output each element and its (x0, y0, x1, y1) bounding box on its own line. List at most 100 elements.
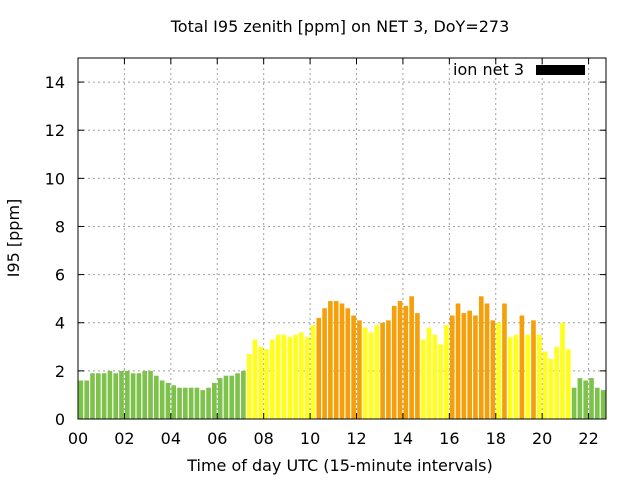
y-tick-label: 6 (55, 266, 65, 285)
y-tick-label: 2 (55, 362, 65, 381)
y-tick-label: 0 (55, 410, 65, 429)
bar (473, 315, 478, 419)
bar (478, 296, 484, 419)
bar (270, 339, 275, 419)
x-tick-label: 06 (207, 429, 227, 448)
bar (444, 325, 449, 419)
x-tick-label: 14 (393, 429, 413, 448)
bar (223, 375, 229, 419)
bar (565, 349, 571, 419)
bar (212, 382, 217, 419)
bar (374, 325, 380, 419)
bar (589, 378, 594, 419)
bar (426, 327, 432, 419)
bar (484, 303, 490, 419)
bar (415, 313, 420, 419)
bar (409, 296, 414, 419)
bar (101, 373, 107, 419)
x-axis-label: Time of day UTC (15-minute intervals) (186, 456, 493, 475)
bar (583, 380, 589, 419)
bar (507, 337, 513, 419)
bar (194, 387, 200, 419)
bar (438, 344, 443, 419)
bar (252, 339, 258, 419)
bar (531, 320, 536, 419)
bar (571, 387, 577, 419)
bar (391, 305, 397, 419)
bar (420, 339, 426, 419)
y-axis-label: I95 [ppm] (4, 199, 23, 278)
y-tick-label: 14 (45, 73, 65, 92)
bar (351, 315, 356, 419)
bar (206, 387, 211, 419)
x-tick-label: 04 (161, 429, 181, 448)
bar (432, 334, 438, 419)
x-tick-label: 18 (486, 429, 506, 448)
bar (148, 370, 153, 419)
bar (229, 375, 235, 419)
bar (258, 346, 264, 419)
bar (502, 303, 507, 419)
bar (217, 378, 223, 419)
bar (113, 373, 119, 419)
bar (154, 375, 159, 419)
bar (542, 351, 548, 419)
x-tick-label: 02 (114, 429, 134, 448)
bars (78, 296, 606, 419)
bar (119, 370, 124, 419)
chart-title: Total I95 zenith [ppm] on NET 3, DoY=273 (170, 17, 510, 36)
bar (183, 387, 188, 419)
x-tick-label: 12 (346, 429, 366, 448)
bar (304, 337, 310, 419)
bar (548, 358, 554, 419)
bar (287, 337, 293, 419)
bar (165, 382, 171, 419)
bar (264, 349, 269, 419)
bar (246, 354, 252, 419)
bar (90, 373, 95, 419)
bar (84, 380, 90, 419)
bar (171, 385, 177, 419)
bar (177, 387, 182, 419)
legend-label: ion net 3 (453, 60, 524, 79)
legend: ion net 3 (453, 60, 585, 79)
bar (594, 387, 600, 419)
bar (159, 380, 165, 419)
bar (328, 301, 333, 419)
bar (449, 315, 455, 419)
bar (78, 380, 84, 419)
bar (275, 334, 281, 419)
bar (467, 310, 472, 419)
plot-frame (77, 57, 607, 420)
bar (322, 308, 327, 419)
y-tick-label: 8 (55, 217, 65, 236)
bar (95, 373, 101, 419)
bar (513, 334, 519, 419)
y-tick-label: 10 (45, 169, 65, 188)
bar (241, 370, 246, 419)
x-tick-label: 20 (532, 429, 552, 448)
bar (107, 370, 113, 419)
x-tick-label: 22 (578, 429, 598, 448)
bar (386, 320, 391, 419)
bar (357, 320, 362, 419)
bar (310, 325, 316, 419)
x-tick-label: 16 (439, 429, 459, 448)
bar (560, 322, 565, 419)
bar (519, 315, 525, 419)
bar (577, 378, 583, 419)
bar (188, 387, 194, 419)
bar (125, 370, 130, 419)
bar (200, 390, 206, 419)
bar (490, 320, 496, 419)
y-tick-label: 4 (55, 314, 65, 333)
bar (142, 370, 148, 419)
legend-swatch (536, 65, 585, 75)
x-tick-label: 00 (68, 429, 88, 448)
x-tick-label: 08 (253, 429, 273, 448)
bar (362, 327, 368, 419)
bar (316, 317, 322, 419)
